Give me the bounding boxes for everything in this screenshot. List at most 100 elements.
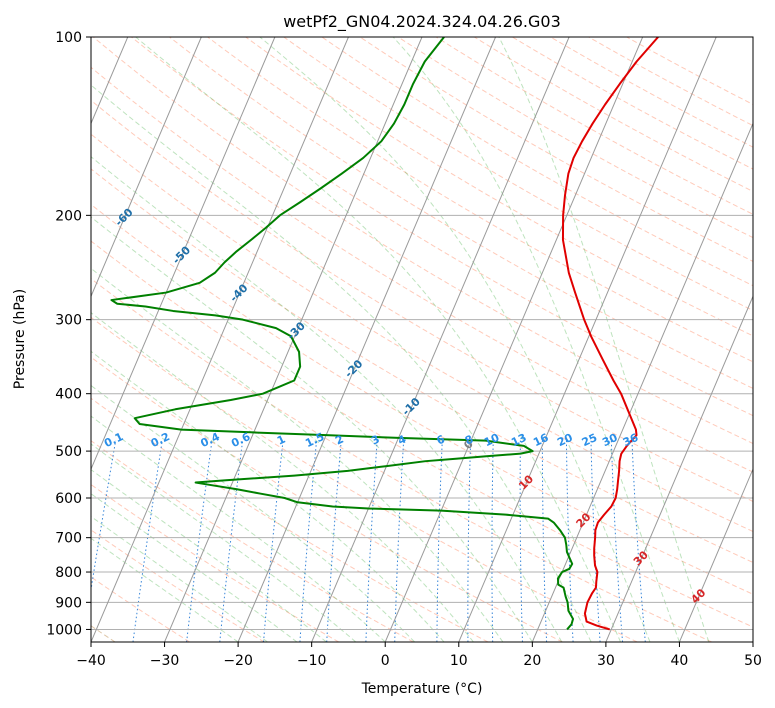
plot-area: -100-90-80-70-60-50-40-30-20-10010203040… [0, 37, 753, 642]
isotherm-line [458, 37, 717, 642]
chart-title: wetPf2_GN04.2024.324.04.26.G03 [283, 12, 561, 32]
isotherm-label: -40 [227, 281, 250, 304]
dewpoint-line [110, 37, 575, 631]
moist-adiabat [91, 267, 504, 642]
moist-adiabat [91, 84, 592, 642]
dry-adiabat [131, 37, 753, 417]
dry-adiabat [435, 37, 753, 215]
mixing-ratio-label: 16 [531, 431, 551, 449]
mixing-ratio-lines [91, 440, 646, 642]
y-tick-label: 1000 [46, 622, 82, 638]
moist-adiabat [135, 37, 622, 642]
plot-frame [90, 36, 754, 643]
x-tick-label: −10 [297, 653, 327, 669]
dry-adiabat [91, 278, 712, 642]
dry-adiabat [207, 37, 753, 363]
temperature-line [561, 37, 659, 631]
y-tick-label: 300 [55, 313, 82, 329]
mixing-ratio-labels: 0.1 0.2 0.4 0.6 1 1.5 2 3 4 6 8 10 13 16 20 25 30 36 [102, 430, 640, 450]
moist-adiabat [91, 350, 445, 642]
isotherm-line [237, 37, 497, 642]
dry-adiabat [91, 133, 753, 533]
profile-series [110, 37, 659, 631]
y-tick-label: 500 [55, 444, 82, 460]
isotherm-label: -50 [170, 243, 193, 266]
mixing-ratio-line [394, 440, 405, 642]
mixing-ratio-line [541, 440, 548, 642]
dry-adiabat [92, 37, 753, 445]
dry-adiabats [91, 37, 753, 642]
isotherm-label: -30 [285, 319, 308, 342]
y-axis-ticks: 100 200 300 400 500 600 700 800 900 1000 [46, 30, 91, 638]
mixing-ratio-line [519, 440, 523, 642]
dry-adiabat [169, 37, 753, 389]
mixing-ratio-line [491, 440, 494, 642]
x-axis-ticks: −40 −30 −20 −10 0 10 20 30 40 50 [76, 642, 762, 669]
mixing-ratio-label: 0.2 [149, 430, 172, 450]
mixing-ratio-line [186, 440, 213, 642]
dry-adiabat [91, 168, 753, 563]
moist-adiabat [91, 469, 327, 642]
moist-adiabat [259, 37, 651, 642]
moist-adiabat [91, 515, 268, 642]
mixing-ratio-line [436, 440, 443, 642]
isotherm-line [91, 37, 202, 298]
mixing-ratio-label: 0.1 [102, 430, 125, 450]
dry-adiabat [91, 316, 638, 642]
dry-adiabat [550, 37, 753, 148]
isotherm-line [605, 295, 753, 642]
moist-adiabat [91, 537, 239, 642]
mixing-ratio-label: 25 [580, 431, 599, 449]
isobar-gridlines [91, 37, 753, 630]
mixing-ratio-line [467, 440, 472, 642]
mixing-ratio-line [365, 440, 378, 642]
isotherm-line [531, 122, 753, 642]
x-tick-label: 50 [744, 653, 762, 669]
mixing-ratio-line [263, 440, 284, 642]
dry-adiabat [91, 440, 414, 642]
mixing-ratio-label: 13 [509, 431, 528, 449]
isotherm-line [91, 37, 276, 471]
dry-adiabat [91, 483, 340, 642]
isotherm-label: -10 [400, 395, 423, 418]
x-tick-label: 40 [671, 653, 689, 669]
dry-adiabat [91, 99, 753, 502]
isotherm-label: 20 [574, 510, 594, 530]
dry-adiabat [91, 576, 190, 642]
isotherm-label: 30 [631, 548, 651, 568]
dry-adiabat [91, 203, 753, 595]
x-tick-label: 30 [597, 653, 615, 669]
mixing-ratio-line [219, 440, 244, 642]
isotherm-line [384, 37, 644, 642]
moist-adiabat [91, 156, 563, 642]
x-tick-label: −40 [76, 653, 106, 669]
dry-adiabat [91, 529, 265, 642]
dry-adiabat [91, 356, 563, 642]
mixing-ratio-label: 10 [482, 431, 502, 449]
isotherm-label: -20 [342, 357, 365, 380]
dry-adiabat [91, 240, 753, 628]
y-axis-title: Pressure (hPa) [12, 289, 28, 389]
moist-adiabat [498, 37, 710, 642]
y-tick-label: 800 [55, 565, 82, 581]
x-tick-label: −30 [150, 653, 180, 669]
mixing-ratio-label: 20 [555, 431, 575, 449]
x-tick-label: 10 [450, 653, 468, 669]
mixing-ratio-label: 30 [600, 431, 620, 449]
y-tick-label: 700 [55, 531, 82, 547]
x-tick-label: 0 [381, 653, 390, 669]
mixing-ratio-line [326, 440, 342, 642]
isotherm-label: -70 [55, 168, 78, 191]
moist-adiabat [91, 443, 357, 642]
isotherm-line [752, 640, 753, 642]
isotherm-label: -80 [0, 130, 21, 153]
mixing-ratio-label: 1.5 [303, 430, 326, 450]
isotherm-label: 40 [688, 586, 708, 606]
x-tick-label: −20 [223, 653, 253, 669]
moist-adiabat [91, 216, 533, 642]
dry-adiabat [588, 37, 753, 127]
isotherm-label: -60 [112, 205, 135, 228]
mixing-ratio-line [631, 440, 646, 642]
mixing-ratio-line [299, 440, 318, 642]
y-tick-label: 100 [55, 30, 82, 46]
